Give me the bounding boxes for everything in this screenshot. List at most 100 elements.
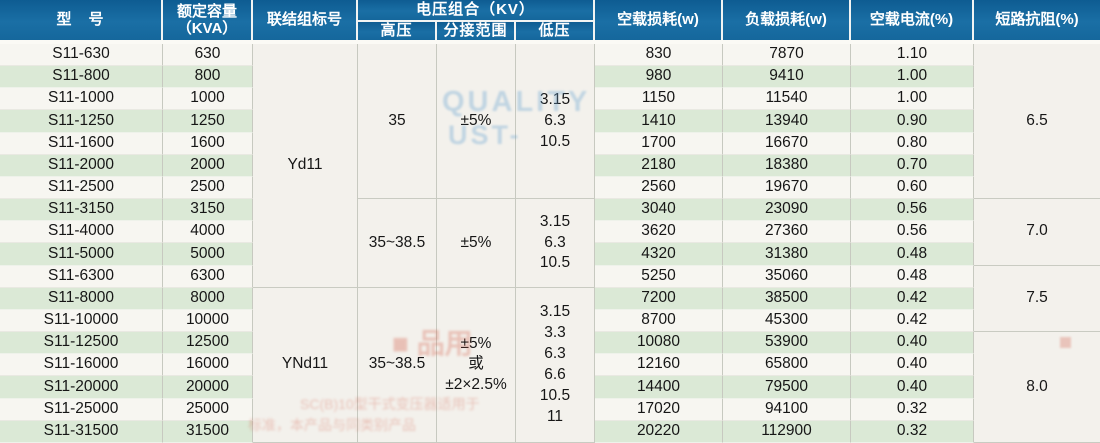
no-load-current-cell: 0.48 (851, 243, 974, 266)
capacity-cell: 800 (163, 66, 253, 89)
capacity-cell: 12500 (163, 332, 253, 355)
capacity-cell: 1600 (163, 132, 253, 155)
vector-group-cell: Yd11 (253, 44, 358, 288)
hv-cell: 35 (358, 44, 437, 200)
capacity-cell: 20000 (163, 376, 253, 399)
model-cell: S11-630 (0, 44, 163, 67)
load-loss-cell: 38500 (723, 287, 851, 310)
model-cell: S11-5000 (0, 243, 163, 266)
no-load-loss-cell: 4320 (595, 243, 723, 266)
no-load-current-cell: 0.32 (851, 420, 974, 443)
no-load-current-cell: 0.56 (851, 221, 974, 244)
model-cell: S11-6300 (0, 265, 163, 288)
no-load-current-cell: 0.40 (851, 354, 974, 377)
no-load-loss-cell: 3040 (595, 199, 723, 222)
header-load-loss-label: 负载损耗(w) (745, 11, 827, 29)
no-load-loss-cell: 2560 (595, 176, 723, 200)
header-lv: 低压 (516, 20, 595, 40)
model-cell: S11-8000 (0, 287, 163, 310)
load-loss-cell: 18380 (723, 154, 851, 177)
load-loss-cell: 31380 (723, 243, 851, 266)
load-loss-cell: 45300 (723, 309, 851, 333)
load-loss-cell: 23090 (723, 199, 851, 222)
no-load-current-cell: 1.00 (851, 88, 974, 111)
no-load-loss-cell: 10080 (595, 332, 723, 355)
capacity-cell: 3150 (163, 199, 253, 222)
header-hv: 高压 (358, 20, 437, 40)
no-load-current-cell: 0.56 (851, 199, 974, 222)
header-tap-range-label: 分接范围 (443, 22, 508, 40)
model-cell: S11-4000 (0, 221, 163, 244)
load-loss-cell: 79500 (723, 376, 851, 399)
load-loss-cell: 27360 (723, 221, 851, 244)
load-loss-cell: 13940 (723, 110, 851, 133)
capacity-cell: 6300 (163, 265, 253, 288)
load-loss-cell: 53900 (723, 332, 851, 355)
load-loss-cell: 16670 (723, 132, 851, 155)
model-cell: S11-3150 (0, 199, 163, 222)
no-load-current-cell: 0.90 (851, 110, 974, 133)
no-load-current-cell: 0.40 (851, 376, 974, 399)
header-load-loss: 负载损耗(w) (723, 0, 851, 40)
model-cell: S11-1600 (0, 132, 163, 155)
header-model-label: 型 号 (56, 11, 105, 29)
no-load-loss-cell: 12160 (595, 354, 723, 377)
capacity-cell: 1250 (163, 110, 253, 133)
header-voltage-group-label: 电压组合（KV） (416, 1, 535, 19)
no-load-loss-cell: 980 (595, 66, 723, 89)
header-impedance-label: 短路抗阻(%) (995, 11, 1079, 29)
no-load-current-cell: 0.70 (851, 154, 974, 177)
header-capacity-line1: 额定容量 (176, 2, 237, 20)
header-vector-group: 联结组标号 (253, 0, 358, 40)
header-tap-range: 分接范围 (437, 20, 516, 40)
model-cell: S11-25000 (0, 398, 163, 421)
model-cell: S11-20000 (0, 376, 163, 399)
no-load-loss-cell: 8700 (595, 309, 723, 333)
no-load-current-cell: 0.60 (851, 176, 974, 200)
capacity-cell: 2000 (163, 154, 253, 177)
load-loss-cell: 11540 (723, 88, 851, 111)
no-load-current-cell: 0.32 (851, 398, 974, 421)
no-load-loss-cell: 20220 (595, 420, 723, 443)
no-load-loss-cell: 17020 (595, 398, 723, 421)
no-load-loss-cell: 3620 (595, 221, 723, 244)
capacity-cell: 8000 (163, 287, 253, 310)
no-load-current-cell: 1.00 (851, 66, 974, 89)
lv-cell: 3.15 6.3 10.5 (516, 199, 595, 288)
load-loss-cell: 65800 (723, 354, 851, 377)
header-no-load-loss: 空载损耗(w) (595, 0, 723, 40)
capacity-cell: 25000 (163, 398, 253, 421)
vector-group-cell: YNd11 (253, 287, 358, 443)
impedance-cell: 7.0 (974, 199, 1100, 266)
impedance-cell: 6.5 (974, 44, 1100, 200)
capacity-cell: 10000 (163, 309, 253, 333)
capacity-cell: 4000 (163, 221, 253, 244)
no-load-current-cell: 0.48 (851, 265, 974, 288)
header-hv-label: 高压 (380, 22, 413, 40)
header-lv-label: 低压 (538, 22, 571, 40)
model-cell: S11-1000 (0, 88, 163, 111)
capacity-cell: 16000 (163, 354, 253, 377)
model-cell: S11-16000 (0, 354, 163, 377)
load-loss-cell: 94100 (723, 398, 851, 421)
hv-cell: 35~38.5 (358, 199, 437, 288)
impedance-cell: 8.0 (974, 332, 1100, 443)
model-cell: S11-10000 (0, 309, 163, 333)
capacity-cell: 1000 (163, 88, 253, 111)
load-loss-cell: 19670 (723, 176, 851, 200)
impedance-cell: 7.5 (974, 265, 1100, 333)
header-vector-group-label: 联结组标号 (266, 11, 342, 29)
no-load-loss-cell: 2180 (595, 154, 723, 177)
capacity-cell: 31500 (163, 420, 253, 443)
header-no-load-current-label: 空载电流(%) (869, 11, 954, 29)
header-no-load-current: 空载电流(%) (851, 0, 974, 40)
tap-range-cell: ±5% (437, 199, 516, 288)
model-cell: S11-12500 (0, 332, 163, 355)
no-load-loss-cell: 830 (595, 44, 723, 67)
no-load-current-cell: 0.42 (851, 309, 974, 333)
load-loss-cell: 7870 (723, 44, 851, 67)
no-load-loss-cell: 14400 (595, 376, 723, 399)
no-load-current-cell: 1.10 (851, 44, 974, 67)
